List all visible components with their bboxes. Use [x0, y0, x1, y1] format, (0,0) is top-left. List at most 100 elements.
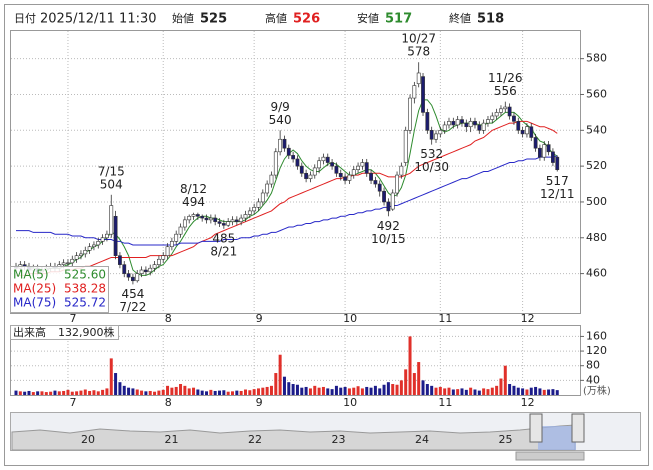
candle-body [118, 255, 122, 265]
candle-body [421, 76, 425, 113]
candle-body [447, 121, 451, 126]
volume-bar [274, 373, 278, 395]
navigator-handle-right[interactable] [571, 413, 585, 443]
volume-bar [265, 386, 269, 395]
legend-value: 525.72 [64, 296, 106, 310]
volume-bar [451, 389, 455, 395]
candle-body [499, 108, 503, 113]
volume-bar [369, 387, 373, 395]
volume-bar [278, 354, 282, 395]
ma-line [16, 155, 558, 246]
y-tick-label: 460 [586, 267, 607, 280]
y-tick-label: 480 [586, 231, 607, 244]
volume-bar [213, 390, 217, 395]
volume-bar [295, 384, 299, 395]
candle-body [61, 262, 66, 265]
candle-body [538, 147, 542, 158]
candle-body [178, 226, 183, 235]
x-tick-label: 8 [165, 312, 172, 325]
candle-body [87, 246, 92, 251]
volume-bar [352, 387, 356, 395]
candle-body [204, 217, 209, 221]
volume-title: 出来高 [13, 325, 46, 339]
volume-bar [53, 390, 57, 395]
candle-body [256, 201, 261, 208]
volume-bar [326, 388, 330, 395]
volume-bar [321, 386, 325, 395]
volume-bar [417, 362, 421, 395]
volume-bar [196, 389, 200, 395]
volume-bar [14, 390, 18, 395]
low-label: 安値 [357, 11, 379, 25]
candle-body [161, 255, 166, 260]
navigator-area [11, 424, 576, 451]
annotation-price: 578 [407, 45, 430, 59]
annotation-price: 504 [100, 177, 123, 191]
navigator: 20 21 22 23 24 25 [10, 412, 641, 461]
annotation-price: 540 [269, 113, 292, 127]
annotation-price: 494 [182, 195, 205, 209]
volume-bar [114, 373, 118, 395]
volume-bar [282, 376, 286, 395]
volume-bar [66, 389, 70, 395]
volume-bar [187, 388, 191, 395]
volume-bar [542, 389, 546, 395]
candle-body [217, 221, 222, 224]
legend-box [10, 266, 109, 313]
candle-body [555, 156, 560, 171]
volume-bar [512, 385, 516, 395]
candle-body [468, 121, 473, 128]
volume-bar [161, 389, 165, 395]
volume-bar [521, 388, 525, 395]
annotation-price: 556 [494, 84, 517, 98]
candle-body [321, 156, 326, 162]
volume-bar [555, 390, 559, 395]
candle-body [516, 121, 521, 131]
annotation-date: 8/21 [210, 244, 237, 258]
candle-body [174, 233, 179, 242]
volume-bar [287, 382, 291, 395]
candle-body [486, 119, 490, 124]
volume-bar [252, 389, 256, 395]
candle-body [412, 85, 417, 99]
volume-bar [105, 388, 109, 395]
scrollbar-thumb[interactable] [515, 451, 585, 461]
candle-body [208, 217, 213, 221]
volume-bar [334, 385, 338, 395]
y-tick-label: 540 [586, 123, 607, 136]
candle-body [239, 217, 244, 222]
volume-bar [83, 389, 87, 395]
volume-bar [395, 384, 399, 395]
candle-body [512, 115, 516, 122]
volume-bar [547, 389, 551, 395]
candle-body [195, 214, 200, 217]
volume-bar [300, 387, 304, 395]
navigator-label: 24 [415, 433, 429, 446]
candle-body [165, 246, 170, 256]
candle-body [226, 221, 231, 226]
volume-bar [373, 385, 377, 395]
navigator-window[interactable] [538, 426, 576, 450]
volume-bar [40, 391, 44, 395]
candle-body [390, 192, 395, 210]
candle-body [364, 162, 369, 174]
volume-bar [157, 390, 161, 395]
candle-body [96, 241, 101, 246]
volume-bar [486, 389, 490, 395]
volume-bar [378, 388, 382, 395]
candle-body [135, 273, 140, 282]
candle-body [278, 138, 283, 153]
volume-bar [291, 384, 295, 395]
candle-body [325, 156, 330, 163]
volume-bar [96, 391, 100, 395]
candle-body [395, 174, 399, 194]
volume-bar [79, 390, 83, 395]
navigator-handle-left[interactable] [529, 413, 543, 443]
navigator-label: 21 [165, 433, 179, 446]
candle-body [542, 144, 547, 158]
candle-body [131, 276, 135, 282]
volume-bar [477, 390, 481, 395]
volume-bar [49, 391, 53, 395]
close: 518 [477, 12, 504, 27]
volume-bar [391, 384, 395, 395]
